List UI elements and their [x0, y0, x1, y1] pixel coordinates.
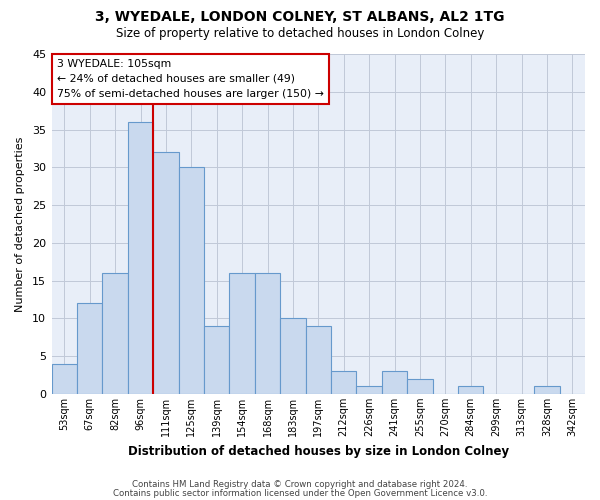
Text: Contains public sector information licensed under the Open Government Licence v3: Contains public sector information licen… — [113, 489, 487, 498]
Bar — [458, 386, 484, 394]
Bar — [52, 364, 77, 394]
Bar — [280, 318, 305, 394]
Bar — [204, 326, 229, 394]
Bar — [77, 304, 103, 394]
Bar — [305, 326, 331, 394]
Bar — [534, 386, 560, 394]
Bar — [153, 152, 179, 394]
Bar — [179, 168, 204, 394]
Bar — [255, 273, 280, 394]
Bar — [407, 379, 433, 394]
Text: 3 WYEDALE: 105sqm
← 24% of detached houses are smaller (49)
75% of semi-detached: 3 WYEDALE: 105sqm ← 24% of detached hous… — [57, 59, 324, 98]
Text: Contains HM Land Registry data © Crown copyright and database right 2024.: Contains HM Land Registry data © Crown c… — [132, 480, 468, 489]
Bar — [356, 386, 382, 394]
Text: Size of property relative to detached houses in London Colney: Size of property relative to detached ho… — [116, 28, 484, 40]
Y-axis label: Number of detached properties: Number of detached properties — [15, 136, 25, 312]
Bar — [103, 273, 128, 394]
Bar — [128, 122, 153, 394]
Bar — [331, 371, 356, 394]
Text: 3, WYEDALE, LONDON COLNEY, ST ALBANS, AL2 1TG: 3, WYEDALE, LONDON COLNEY, ST ALBANS, AL… — [95, 10, 505, 24]
Bar — [229, 273, 255, 394]
Bar — [382, 371, 407, 394]
X-axis label: Distribution of detached houses by size in London Colney: Distribution of detached houses by size … — [128, 444, 509, 458]
